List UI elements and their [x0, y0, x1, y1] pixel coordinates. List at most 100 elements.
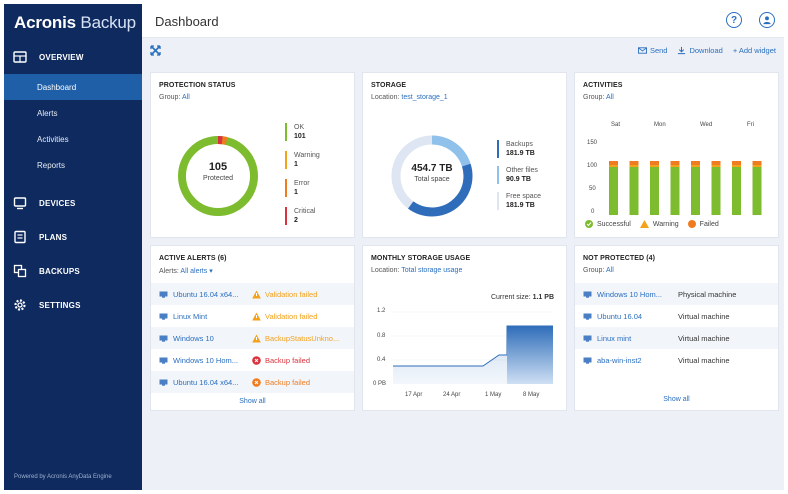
group-filter[interactable]: Group: All [159, 94, 190, 101]
y-tick: 0 [591, 209, 595, 215]
activities-widget: ACTIVITIES Group: All Sat Mon Wed Fri 15… [575, 73, 778, 237]
bar-failed [609, 161, 618, 165]
bar-failed [629, 161, 639, 165]
send-button[interactable]: Send [637, 46, 667, 55]
computer-icon [583, 313, 592, 320]
y-tick: 0.4 [377, 357, 386, 363]
computer-icon [583, 335, 592, 342]
add-widget-button[interactable]: + Add widget [732, 46, 776, 55]
donut-segment-other-files [391, 135, 473, 217]
error-circle-icon [252, 355, 261, 365]
sidebar-section-label: OVERVIEW [39, 52, 84, 62]
protection-total: 105 Protected [175, 161, 261, 182]
x-tick: 24 Apr [443, 392, 461, 398]
sidebar-section-backups[interactable]: BACKUPS [4, 254, 142, 288]
usage-area-recent [507, 326, 553, 384]
alert-device-name[interactable]: Ubuntu 16.04 x64... [173, 377, 239, 387]
sidebar-section-plans[interactable]: PLANS [4, 220, 142, 254]
warning-triangle-icon [252, 312, 261, 320]
alert-device-name[interactable]: Ubuntu 16.04 x64... [173, 289, 239, 299]
alert-device-name[interactable]: Windows 10 [173, 333, 214, 343]
bar-failed [650, 161, 659, 165]
legend-successful-label: Successful [597, 220, 631, 228]
day-label: Mon [654, 122, 666, 128]
y-tick: 150 [587, 140, 598, 146]
sidebar-item-alerts[interactable]: Alerts [37, 108, 58, 118]
location-filter[interactable]: Location: Total storage usage [371, 267, 463, 274]
alert-row[interactable]: Ubuntu 16.04 x64... Validation failed [151, 283, 354, 305]
widget-title: ACTIVITIES [583, 82, 623, 89]
activities-bar-chart [609, 161, 762, 215]
bar-successful [629, 167, 639, 215]
device-type: Physical machine [678, 289, 737, 299]
storage-total-label: Total space [414, 176, 450, 183]
bar-successful [752, 167, 762, 215]
legend-failed-label: Failed [699, 220, 719, 228]
storage-donut-chart [391, 135, 473, 217]
legend-backups: Backups 181.9 TB [497, 140, 535, 158]
sidebar-section-overview[interactable]: OVERVIEW [4, 40, 142, 74]
unprotected-device-row[interactable]: Linux mint Virtual machine [575, 327, 778, 349]
check-circle-icon [585, 220, 593, 228]
unprotected-device-row[interactable]: aba-win-inst2 Virtual machine [575, 349, 778, 371]
legend-warning: Warning 1 [285, 151, 320, 169]
protection-donut-chart [178, 136, 258, 216]
show-all-alerts-link[interactable]: Show all [239, 398, 266, 405]
powered-by-text: Powered by Acronis AnyData Engine [14, 474, 112, 480]
bar-successful [711, 167, 721, 215]
alert-row[interactable]: Windows 10 BackupStatusUnkno... [151, 327, 354, 349]
unprotected-device-row[interactable]: Ubuntu 16.04 Virtual machine [575, 305, 778, 327]
location-filter[interactable]: Location: test_storage_1 [371, 94, 448, 101]
day-label: Sat [611, 122, 621, 128]
not-protected-widget: NOT PROTECTED (4) Group: All Windows 10 … [575, 246, 778, 410]
widget-title: MONTHLY STORAGE USAGE [371, 255, 471, 262]
alert-row[interactable]: Windows 10 Hom... Backup failed [151, 349, 354, 371]
sidebar-item-activities[interactable]: Activities [37, 134, 69, 144]
computer-icon [583, 291, 592, 298]
alert-row[interactable]: Linux Mint Validation failed [151, 305, 354, 327]
storage-widget: STORAGE Location: test_storage_1 454.7 T… [363, 73, 566, 237]
group-filter[interactable]: Group: All [583, 94, 614, 101]
mail-icon [637, 47, 647, 54]
current-size: Current size: 1.1 PB [490, 294, 554, 301]
user-account-icon[interactable] [759, 12, 775, 28]
device-name[interactable]: Windows 10 Hom... [597, 289, 663, 299]
group-filter[interactable]: Group: All [583, 267, 614, 274]
widget-title: PROTECTION STATUS [159, 82, 236, 89]
bar-warning [711, 165, 721, 167]
download-button[interactable]: Download [677, 46, 723, 55]
bar-warning [691, 165, 700, 167]
alert-row[interactable]: Ubuntu 16.04 x64... Backup failed [151, 371, 354, 393]
alert-device-name[interactable]: Windows 10 Hom... [173, 355, 239, 365]
bar-successful [691, 167, 700, 215]
show-all-unprotected-link[interactable]: Show all [663, 396, 690, 403]
sidebar: Acronis Backup OVERVIEW Dashboard Alerts… [4, 4, 142, 490]
storage-total-value: 454.7 TB [411, 163, 453, 174]
sidebar-item-reports[interactable]: Reports [37, 160, 66, 170]
sidebar-section-settings[interactable]: SETTINGS [4, 288, 142, 322]
alert-status: BackupStatusUnkno... [252, 334, 339, 343]
error-circle-icon [252, 377, 261, 387]
help-icon[interactable]: ? [726, 12, 742, 28]
donut-segment-backups [391, 135, 473, 217]
device-name[interactable]: Linux mint [597, 333, 632, 343]
legend-free-space: Free space 181.9 TB [497, 192, 541, 210]
sidebar-item-dashboard[interactable]: Dashboard [4, 74, 142, 100]
unprotected-device-row[interactable]: Windows 10 Hom... Physical machine [575, 283, 778, 305]
bar-failed [752, 161, 762, 165]
sidebar-section-devices[interactable]: DEVICES [4, 186, 142, 220]
device-name[interactable]: Ubuntu 16.04 [597, 311, 643, 321]
bar-successful [650, 167, 659, 215]
warning-triangle-icon [639, 220, 649, 228]
brand-logo: Acronis Backup [14, 13, 136, 32]
chevron-down-icon: ▾ [209, 268, 213, 275]
device-name[interactable]: aba-win-inst2 [597, 355, 642, 365]
sidebar-section-label: DEVICES [39, 198, 76, 208]
computer-icon [159, 291, 168, 298]
computer-icon [159, 379, 168, 386]
active-alerts-widget: ACTIVE ALERTS (6) Alerts: All alerts ▾ U… [151, 246, 354, 410]
alerts-filter[interactable]: Alerts: All alerts ▾ [159, 268, 213, 275]
fullscreen-icon[interactable] [150, 45, 161, 56]
alert-device-name[interactable]: Linux Mint [173, 311, 208, 321]
bar-warning [670, 165, 680, 167]
